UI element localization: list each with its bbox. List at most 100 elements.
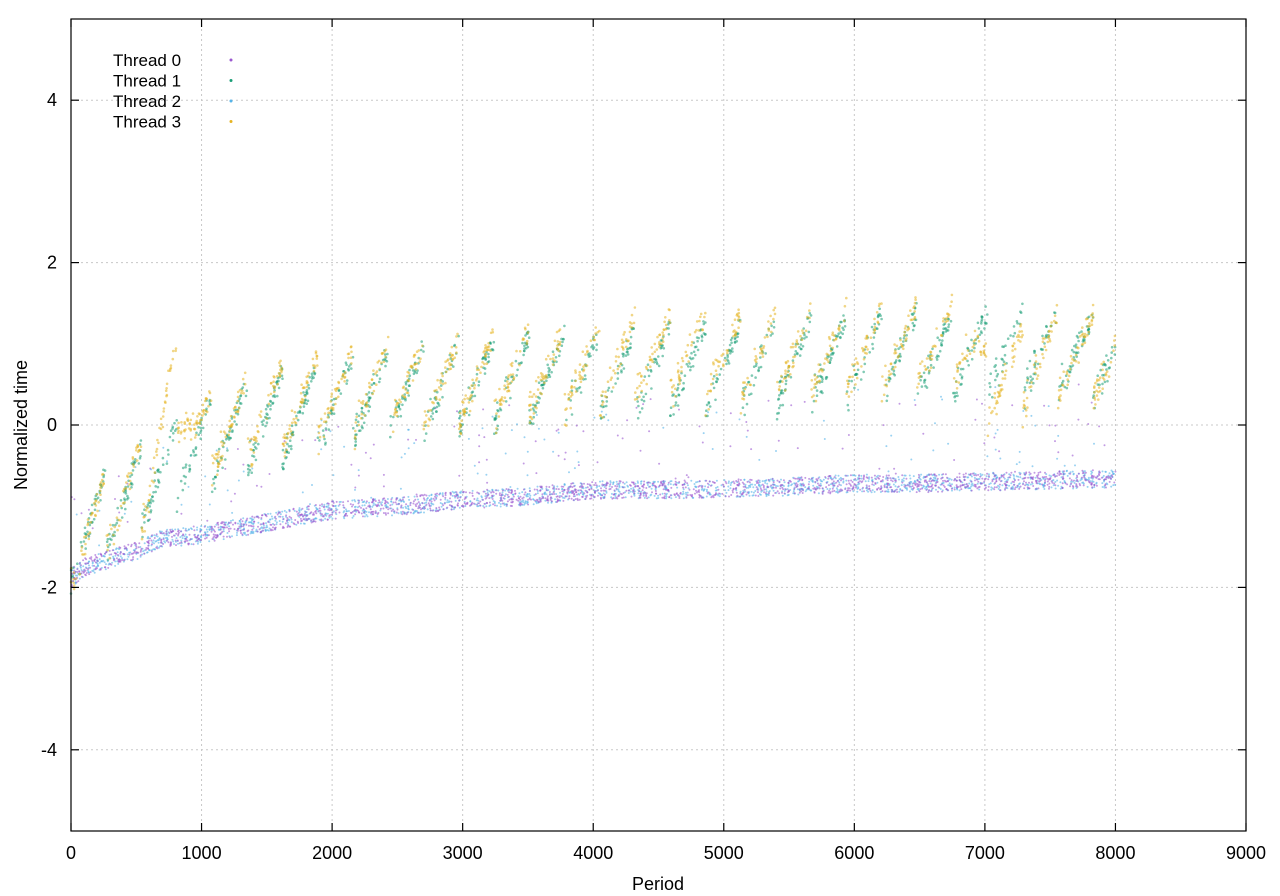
- data-point: [796, 488, 799, 491]
- data-point: [898, 359, 901, 363]
- data-point: [616, 434, 619, 437]
- data-point: [994, 386, 997, 389]
- data-point: [473, 502, 475, 505]
- data-point: [595, 486, 598, 489]
- data-point: [139, 546, 142, 548]
- data-point: [460, 505, 463, 507]
- data-point: [906, 488, 908, 491]
- data-point: [1011, 404, 1014, 407]
- data-point: [1098, 425, 1101, 428]
- data-point: [1093, 484, 1096, 487]
- data-point: [615, 480, 618, 483]
- data-point: [1083, 470, 1086, 473]
- data-point: [315, 512, 318, 515]
- data-point: [1015, 475, 1018, 478]
- data-point: [230, 417, 234, 420]
- data-point: [657, 494, 660, 497]
- data-point: [803, 333, 806, 337]
- data-point: [491, 495, 494, 498]
- data-point: [88, 523, 92, 527]
- data-point: [152, 539, 155, 542]
- data-point: [427, 502, 430, 505]
- data-point: [286, 442, 289, 446]
- data-point: [96, 559, 99, 562]
- data-point: [476, 491, 479, 494]
- data-point: [226, 489, 229, 492]
- data-point: [667, 323, 670, 326]
- data-point: [423, 502, 426, 505]
- data-point: [1097, 473, 1100, 475]
- data-point: [157, 541, 160, 544]
- data-point: [1004, 484, 1007, 487]
- data-point: [573, 493, 576, 495]
- data-point: [489, 504, 492, 507]
- data-point: [855, 372, 858, 376]
- data-point: [1041, 334, 1044, 338]
- data-point: [686, 494, 689, 497]
- data-point: [275, 521, 278, 524]
- data-point: [829, 487, 832, 490]
- data-point: [812, 487, 815, 490]
- data-point: [281, 448, 285, 452]
- data-point: [372, 382, 376, 385]
- data-point: [102, 468, 105, 472]
- data-point: [829, 353, 833, 356]
- data-point: [664, 486, 667, 488]
- data-point: [318, 507, 321, 510]
- data-point: [1087, 476, 1090, 479]
- data-point: [85, 558, 88, 561]
- data-point: [987, 485, 990, 488]
- data-point: [701, 485, 704, 488]
- data-point: [151, 541, 154, 544]
- data-point: [691, 365, 695, 368]
- data-point: [119, 555, 122, 558]
- data-point: [462, 504, 465, 507]
- data-point: [406, 511, 409, 514]
- data-point: [1018, 461, 1021, 464]
- data-point: [530, 498, 532, 501]
- data-point: [822, 478, 825, 481]
- data-point: [610, 390, 614, 393]
- data-point: [1005, 471, 1008, 474]
- data-point: [403, 393, 407, 396]
- data-point: [708, 492, 711, 495]
- data-point: [503, 495, 506, 497]
- data-point: [654, 485, 657, 488]
- data-point: [527, 336, 531, 340]
- data-point: [1068, 477, 1071, 480]
- data-point: [847, 434, 850, 436]
- data-point: [192, 525, 195, 528]
- data-point: [898, 402, 901, 405]
- data-point: [319, 512, 322, 515]
- data-point: [138, 542, 141, 545]
- data-point: [847, 487, 850, 490]
- data-point: [208, 540, 211, 543]
- data-point: [281, 520, 284, 523]
- data-point: [775, 486, 777, 489]
- data-point: [121, 559, 124, 561]
- data-point: [831, 487, 834, 490]
- data-point: [728, 495, 730, 498]
- data-point: [114, 552, 117, 555]
- data-point: [648, 430, 651, 433]
- data-point: [161, 463, 165, 467]
- data-point: [224, 523, 227, 526]
- data-point: [1018, 471, 1021, 474]
- data-point: [286, 517, 289, 519]
- data-point: [571, 482, 574, 485]
- data-point: [687, 487, 690, 490]
- data-point: [199, 437, 202, 441]
- data-point: [684, 491, 687, 494]
- data-point: [955, 479, 958, 482]
- data-point: [415, 371, 419, 375]
- data-point: [589, 354, 592, 358]
- data-point: [527, 498, 529, 501]
- data-point: [643, 480, 646, 483]
- data-point: [552, 491, 555, 494]
- data-point: [1098, 383, 1101, 387]
- data-point: [1103, 486, 1106, 489]
- data-point: [171, 535, 173, 538]
- data-point: [390, 510, 393, 512]
- data-point: [182, 534, 185, 537]
